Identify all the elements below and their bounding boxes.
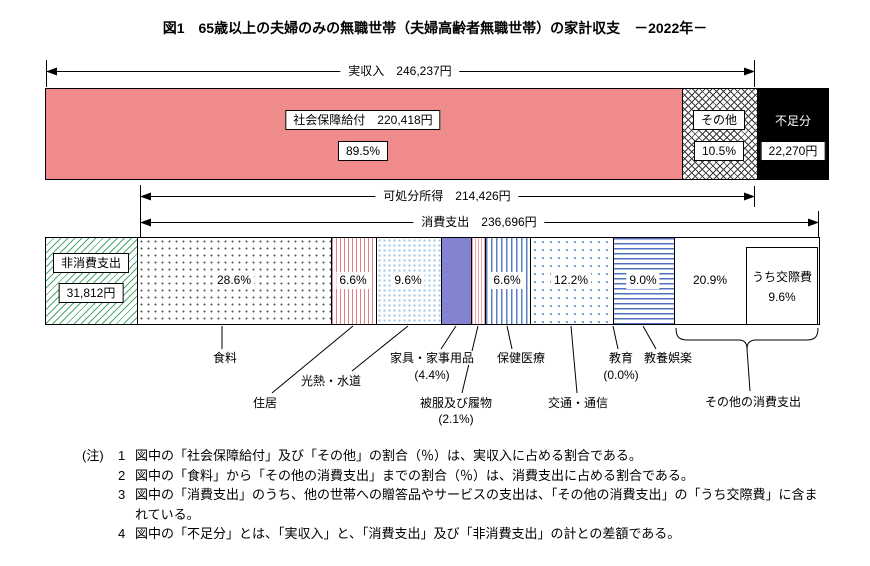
income-bar <box>45 88 829 180</box>
segment-clothing <box>472 238 486 324</box>
label-medical: 保健医療 <box>494 351 548 365</box>
deficit-label: 不足分 <box>774 114 812 128</box>
recreation-pct: 9.0% <box>626 272 660 289</box>
social-expenses-pct: 9.6% <box>768 290 796 304</box>
label-education: 教育 <box>606 351 636 365</box>
segment-furniture <box>442 238 472 324</box>
label-recreation: 教養娯楽 <box>641 351 695 365</box>
non-consumption-label: 非消費支出 <box>52 253 130 273</box>
housing-pct: 6.6% <box>336 272 370 289</box>
food-pct: 28.6% <box>213 272 255 289</box>
social-expenses-box: うち交際費 9.6% <box>746 247 818 325</box>
social-security-label: 社会保障給付 220,418円 <box>285 110 441 130</box>
utilities-pct: 9.6% <box>391 272 425 289</box>
label-utilities: 光熱・水道 <box>298 374 364 388</box>
footnotes: (注) 1 図中の「社会保障給付」及び「その他」の割合（％）は、実収入に占める割… <box>82 446 830 544</box>
note-number: 1 <box>118 448 126 463</box>
label-other-consumption: その他の消費支出 <box>702 395 804 409</box>
other-income-label: その他 <box>692 110 746 130</box>
note-tag: (注) <box>82 448 104 463</box>
note-number: 2 <box>118 467 126 483</box>
note-row: 2 図中の「食料」から「その他の消費支出」までの割合（％）は、消費支出に占める割… <box>82 466 830 486</box>
consumption-total-label: 消費支出 236,696円 <box>413 215 545 230</box>
income-segment-other <box>682 89 757 179</box>
income-segment-social-security <box>46 89 682 179</box>
disposable-income-label: 可処分所得 214,426円 <box>375 189 519 204</box>
segment-utilities <box>377 238 442 324</box>
other-income-pct: 10.5% <box>693 141 745 161</box>
note-text: 図中の「社会保障給付」及び「その他」の割合（％）は、実収入に占める割合である。 <box>135 448 642 463</box>
label-clothing: 被服及び履物 <box>417 396 495 410</box>
label-furniture-pct: (4.4%) <box>412 368 452 382</box>
note-text: 図中の「不足分」とは、「実収入」と、「消費支出」及び「非消費支出」の計との差額で… <box>135 526 681 541</box>
note-row: 3 図中の「消費支出」のうち、他の世帯への贈答品やサービスの支出は、「その他の消… <box>82 485 830 524</box>
segment-non-consumption <box>46 238 138 324</box>
medical-pct: 6.6% <box>490 272 524 289</box>
transport-pct: 12.2% <box>550 272 592 289</box>
label-food: 食料 <box>210 351 240 365</box>
label-education-pct: (0.0%) <box>601 368 641 382</box>
note-text: 図中の「食料」から「その他の消費支出」までの割合（％）は、消費支出に占める割合で… <box>135 467 694 483</box>
non-consumption-value: 31,812円 <box>58 283 124 303</box>
note-text: 図中の「消費支出」のうち、他の世帯への贈答品やサービスの支出は、「その他の消費支… <box>135 487 818 522</box>
label-clothing-pct: (2.1%) <box>436 412 476 426</box>
note-number: 3 <box>118 487 126 502</box>
label-furniture: 家具・家事用品 <box>387 351 477 365</box>
note-row: 4 図中の「不足分」とは、「実収入」と、「消費支出」及び「非消費支出」の計との差… <box>82 524 830 544</box>
income-segment-deficit <box>757 89 828 179</box>
deficit-value: 22,270円 <box>760 141 826 161</box>
note-row: (注) 1 図中の「社会保障給付」及び「その他」の割合（％）は、実収入に占める割… <box>82 446 830 466</box>
label-transport: 交通・通信 <box>545 396 611 410</box>
social-security-pct: 89.5% <box>337 141 389 161</box>
social-expenses-label: うち交際費 <box>751 270 812 284</box>
other-consumption-pct: 20.9% <box>692 273 728 287</box>
label-housing: 住居 <box>250 396 280 410</box>
note-number: 4 <box>118 526 126 541</box>
income-total-label: 実収入 246,237円 <box>340 64 460 79</box>
figure-title: 図1 65歳以上の夫婦のみの無職世帯（夫婦高齢者無職世帯）の家計収支 －2022… <box>162 20 708 36</box>
segment-recreation <box>614 238 675 324</box>
